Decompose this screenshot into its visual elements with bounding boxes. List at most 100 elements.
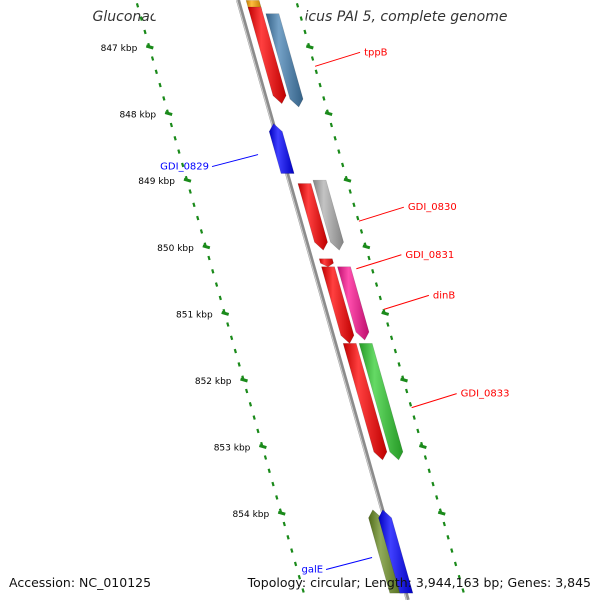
minor-tick-outer bbox=[450, 548, 454, 553]
minor-tick-inner bbox=[301, 588, 305, 593]
minor-tick-outer bbox=[352, 202, 356, 208]
minor-tick-outer bbox=[356, 215, 360, 221]
major-tick-outer bbox=[437, 510, 446, 516]
minor-tick-inner bbox=[188, 189, 192, 194]
minor-tick-inner bbox=[211, 269, 215, 274]
major-tick-outer bbox=[305, 44, 314, 50]
major-tick-inner bbox=[221, 310, 230, 316]
minor-tick-inner bbox=[158, 82, 162, 88]
major-tick-inner bbox=[258, 444, 267, 450]
topology-text: Topology: circular; Length: 3,944,163 bp… bbox=[247, 575, 591, 590]
minor-tick-outer bbox=[348, 189, 352, 194]
minor-tick-inner bbox=[169, 122, 173, 128]
minor-tick-inner bbox=[214, 282, 219, 287]
gene-arrow-shade-red-gdi0831 bbox=[319, 258, 334, 267]
minor-tick-outer bbox=[461, 588, 465, 593]
minor-tick-outer bbox=[322, 96, 326, 101]
gene-arrow-shade-green-gdi0833 bbox=[359, 343, 403, 460]
minor-tick-inner bbox=[293, 561, 298, 567]
gene-arrow-shade-blue-gdi0829 bbox=[269, 123, 295, 174]
minor-tick-inner bbox=[143, 29, 147, 35]
minor-tick-outer bbox=[453, 561, 458, 567]
minor-tick-outer bbox=[416, 428, 420, 434]
label-leader-line bbox=[411, 393, 457, 409]
major-tick-inner bbox=[277, 510, 286, 516]
minor-tick-inner bbox=[275, 495, 279, 500]
tick-label: 854 kbp bbox=[233, 510, 270, 520]
track-band bbox=[150, 0, 470, 600]
minor-tick-inner bbox=[256, 428, 260, 434]
gene-arrow-shade-red-tppB bbox=[247, 7, 287, 104]
minor-tick-outer bbox=[318, 82, 322, 88]
minor-tick-outer bbox=[337, 149, 341, 154]
accession-text: Accession: NC_010125 bbox=[9, 575, 152, 590]
gene-label-blue-gdi0829: GDI_0829 bbox=[160, 162, 209, 173]
minor-tick-outer bbox=[314, 69, 318, 75]
major-tick-inner bbox=[164, 111, 173, 117]
label-leader-line bbox=[358, 206, 405, 222]
gene-label-red-gdi0831: GDI_0831 bbox=[405, 250, 454, 261]
tick-label: 850 kbp bbox=[157, 244, 194, 254]
major-tick-inner bbox=[202, 244, 211, 250]
minor-tick-outer bbox=[457, 574, 461, 580]
minor-tick-outer bbox=[329, 122, 333, 128]
minor-tick-inner bbox=[271, 481, 275, 487]
minor-tick-inner bbox=[252, 415, 256, 420]
minor-tick-inner bbox=[267, 468, 271, 474]
gene-label-magenta-dinB: dinB bbox=[433, 290, 455, 301]
minor-tick-inner bbox=[297, 574, 301, 580]
minor-tick-inner bbox=[162, 96, 166, 101]
minor-tick-inner bbox=[177, 149, 181, 154]
minor-tick-outer bbox=[310, 56, 315, 61]
major-tick-outer bbox=[343, 177, 352, 183]
major-tick-outer bbox=[400, 377, 408, 383]
minor-tick-inner bbox=[290, 548, 294, 553]
minor-tick-outer bbox=[367, 255, 371, 261]
minor-tick-outer bbox=[371, 269, 375, 274]
minor-tick-outer bbox=[378, 295, 382, 301]
label-leader-line bbox=[314, 51, 361, 67]
minor-tick-inner bbox=[229, 335, 234, 341]
minor-tick-outer bbox=[341, 162, 345, 168]
minor-tick-outer bbox=[299, 16, 303, 21]
minor-tick-outer bbox=[374, 282, 379, 287]
major-tick-outer bbox=[418, 444, 427, 450]
tick-label: 853 kbp bbox=[214, 444, 251, 454]
minor-tick-inner bbox=[245, 388, 249, 394]
major-tick-inner bbox=[145, 44, 154, 50]
label-leader-line bbox=[325, 557, 373, 570]
minor-tick-outer bbox=[295, 3, 300, 8]
minor-tick-inner bbox=[237, 362, 241, 367]
minor-tick-outer bbox=[431, 481, 435, 487]
major-tick-inner bbox=[183, 177, 192, 183]
tick-label: 847 kbp bbox=[101, 44, 138, 54]
gene-arrow-shade-red-gdi0830 bbox=[297, 183, 328, 251]
minor-tick-inner bbox=[196, 215, 200, 221]
genome-backbone bbox=[236, 0, 410, 600]
minor-tick-outer bbox=[359, 229, 364, 234]
minor-tick-inner bbox=[154, 69, 158, 75]
gene-label-steelblue-tppB: tppB bbox=[364, 47, 388, 58]
minor-tick-inner bbox=[248, 402, 253, 407]
minor-tick-inner bbox=[199, 229, 204, 234]
minor-tick-outer bbox=[412, 415, 416, 420]
minor-tick-outer bbox=[303, 29, 307, 35]
minor-tick-outer bbox=[435, 495, 439, 500]
tick-label: 852 kbp bbox=[195, 377, 232, 387]
minor-tick-inner bbox=[192, 202, 196, 208]
minor-tick-outer bbox=[423, 455, 428, 460]
major-tick-outer bbox=[324, 111, 333, 117]
gene-arrow-shade-gray-gdi0830 bbox=[312, 180, 344, 251]
tick-label: 849 kbp bbox=[138, 177, 175, 187]
tick-label: 851 kbp bbox=[176, 310, 213, 320]
minor-tick-inner bbox=[150, 56, 155, 61]
minor-tick-outer bbox=[389, 335, 394, 341]
minor-tick-inner bbox=[207, 255, 211, 261]
minor-tick-outer bbox=[408, 402, 413, 407]
minor-tick-outer bbox=[386, 322, 390, 327]
tick-label: 848 kbp bbox=[119, 111, 156, 121]
gene-arrow-shade-magenta-dinB bbox=[337, 266, 369, 341]
gene-feature-group bbox=[245, 0, 414, 594]
minor-tick-inner bbox=[282, 521, 286, 527]
